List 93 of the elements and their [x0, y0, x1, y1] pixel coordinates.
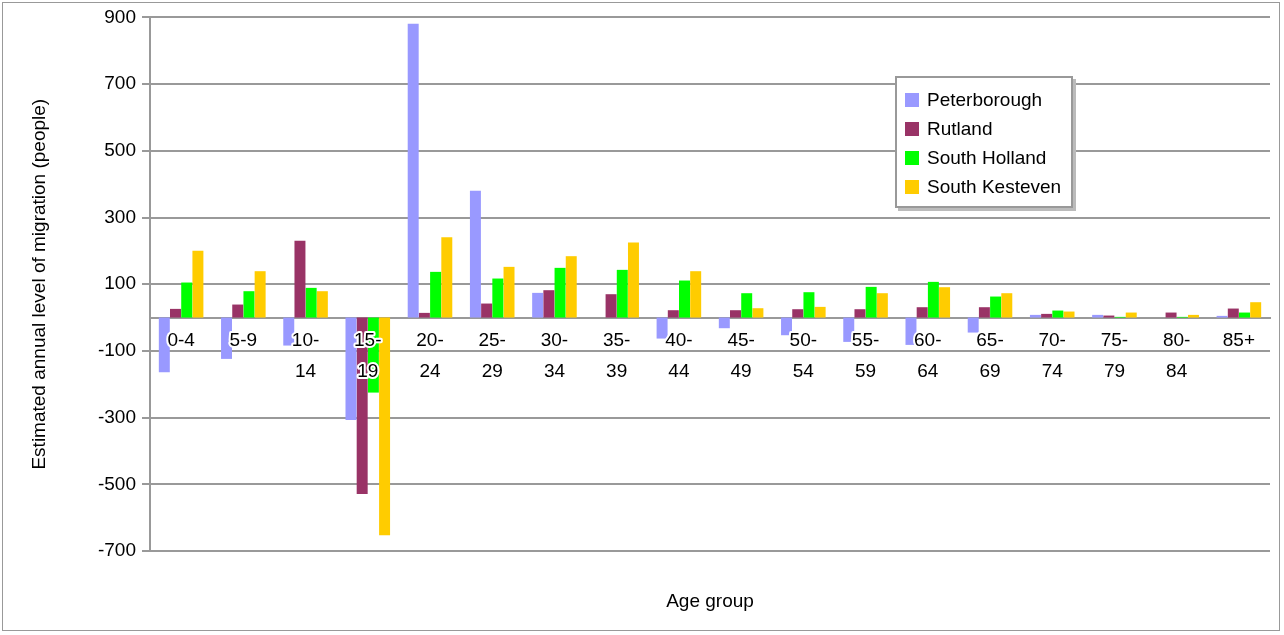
bar [283, 317, 295, 346]
bar [503, 266, 515, 318]
bar [243, 291, 255, 318]
x-tick-label: 55-59 [851, 329, 880, 382]
x-tick-label: 50-54 [789, 329, 818, 382]
x-tick-label: 20-24 [416, 329, 444, 382]
bar [1092, 314, 1104, 318]
bar [627, 242, 639, 318]
bar [554, 267, 566, 318]
y-tick-label: 300 [104, 205, 136, 227]
y-tick-label: 500 [104, 139, 136, 161]
x-tick-label: 85+ [1222, 329, 1256, 351]
bar [916, 307, 928, 318]
bar [441, 237, 453, 318]
bar [316, 291, 328, 318]
x-tick-label: 30-34 [540, 329, 569, 382]
bar [1227, 308, 1239, 318]
bar [532, 292, 544, 318]
bar [418, 312, 430, 318]
bar [1187, 314, 1199, 318]
bar [967, 317, 979, 333]
bar [181, 282, 193, 318]
x-tick-label: 60-64 [914, 329, 942, 382]
bar [492, 278, 504, 318]
bar [927, 281, 939, 318]
y-tick-label: 100 [104, 272, 136, 294]
y-tick-label: 700 [104, 72, 136, 94]
y-tick-label: -700 [97, 539, 136, 561]
bar [679, 280, 690, 318]
bar [1250, 302, 1262, 318]
bar [305, 287, 317, 318]
bar [294, 240, 306, 318]
y-tick-label: -300 [97, 405, 136, 427]
x-tick-label: 25-29 [478, 329, 506, 382]
legend-label: Rutland [927, 117, 993, 140]
x-tick-label: 45-49 [727, 329, 755, 382]
x-tick-label: 40-44 [665, 329, 693, 382]
x-tick-label: 5-9 [229, 329, 258, 351]
bar [1041, 313, 1053, 318]
y-tick-label: -100 [97, 339, 136, 361]
legend-label: South Kesteven [927, 175, 1062, 198]
x-tick-label: 10-14 [291, 329, 320, 382]
bar [803, 292, 815, 318]
bar [254, 271, 266, 318]
bar [939, 287, 951, 318]
y-tick-label: 900 [104, 5, 136, 27]
y-axis-title: Estimated annual level of migration (people) [28, 98, 50, 470]
bar [690, 271, 702, 318]
bar [1052, 310, 1064, 318]
bar [158, 317, 170, 373]
bar [1165, 312, 1177, 318]
bar [792, 309, 804, 318]
bar [814, 306, 826, 318]
bar [232, 304, 244, 318]
x-tick-label: 15-19 [354, 329, 382, 382]
bar [170, 308, 181, 318]
bar [1063, 311, 1075, 318]
bar [990, 296, 1002, 318]
bar [430, 271, 442, 318]
x-axis-title: Age group [666, 590, 754, 611]
bar [481, 303, 493, 318]
bar [1029, 314, 1041, 318]
bar [667, 310, 679, 318]
bar [192, 250, 204, 318]
bar [616, 269, 628, 318]
bar [865, 286, 877, 318]
x-tick-label: 70-74 [1038, 329, 1066, 382]
x-tick-label: 65-69 [976, 329, 1004, 382]
bar [469, 190, 481, 318]
bar [407, 23, 419, 318]
bar [1125, 312, 1137, 318]
legend-label: Peterborough [927, 88, 1043, 111]
bar [1239, 312, 1250, 318]
x-tick-label: 0-4 [167, 329, 196, 351]
bar [605, 294, 617, 318]
bar [565, 256, 577, 318]
bar [1001, 293, 1013, 318]
bar [876, 293, 888, 318]
bar [379, 317, 391, 536]
bar [741, 293, 753, 318]
x-tick-label: 35-39 [602, 329, 631, 382]
bar [730, 310, 741, 318]
bar [854, 309, 866, 318]
bar [543, 290, 555, 318]
bar [978, 307, 990, 318]
x-tick-label: 80-84 [1162, 329, 1191, 382]
bar [752, 308, 764, 318]
y-tick-label: -500 [97, 472, 136, 494]
bar [345, 317, 357, 420]
bar [718, 317, 730, 329]
legend-label: South Holland [927, 146, 1047, 169]
bar [1103, 315, 1115, 318]
x-tick-label: 75-79 [1100, 329, 1129, 382]
